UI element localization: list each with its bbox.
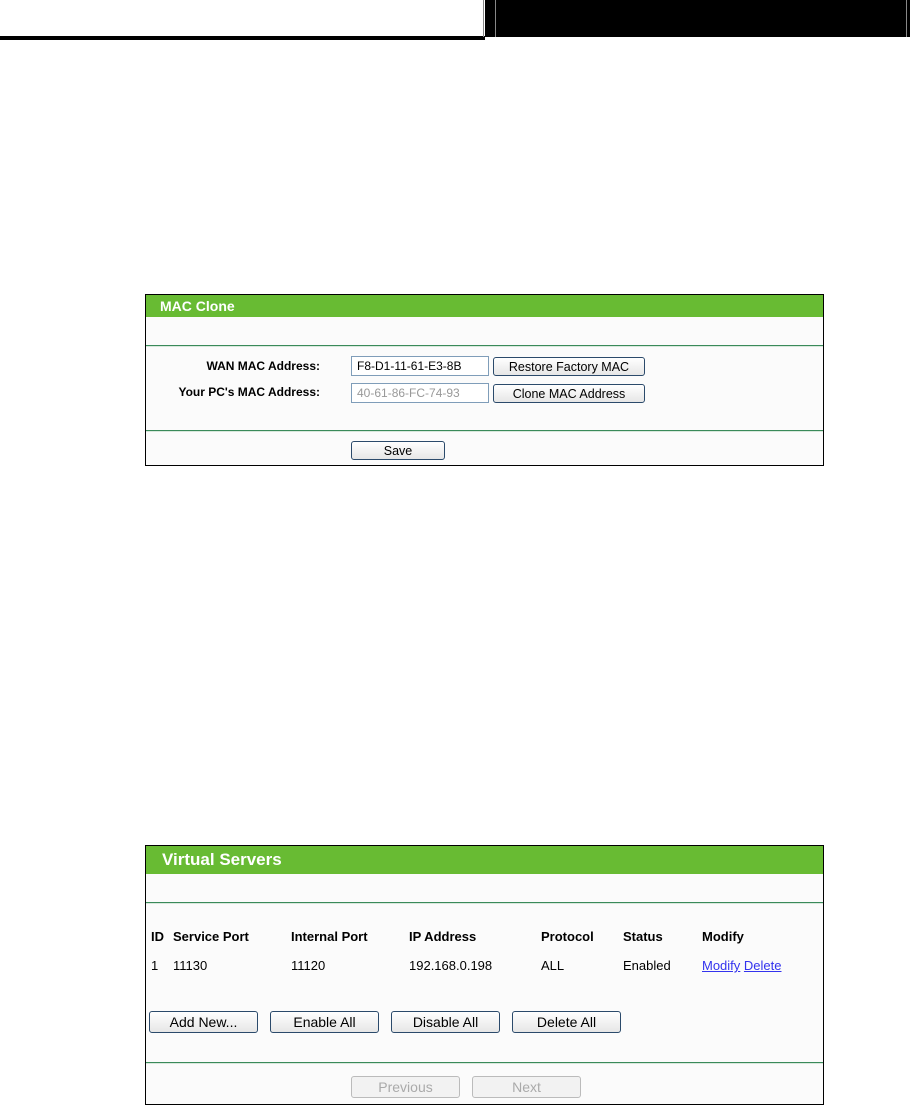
divider <box>483 0 484 37</box>
virtual-servers-panel: Virtual Servers ID Service Port Internal… <box>145 845 824 1105</box>
enable-all-button[interactable]: Enable All <box>270 1011 379 1033</box>
divider <box>146 345 823 347</box>
wan-mac-input[interactable] <box>351 356 489 376</box>
column-header-service-port: Service Port <box>173 929 249 944</box>
pc-mac-label: Your PC's MAC Address: <box>178 385 320 399</box>
cell-id: 1 <box>151 958 159 973</box>
divider <box>146 902 823 904</box>
pc-mac-input <box>351 383 489 403</box>
cell-ip-address: 192.168.0.198 <box>409 958 493 973</box>
restore-factory-mac-button[interactable]: Restore Factory MAC <box>493 357 645 376</box>
cell-internal-port: 11120 <box>291 958 326 973</box>
column-header-ip-address: IP Address <box>409 929 477 944</box>
page-header-bar <box>485 0 910 37</box>
mac-clone-panel: MAC Clone WAN MAC Address: Restore Facto… <box>145 294 824 466</box>
save-button[interactable]: Save <box>351 441 445 460</box>
divider <box>146 430 823 432</box>
delete-all-button[interactable]: Delete All <box>512 1011 621 1033</box>
column-header-protocol: Protocol <box>541 929 594 944</box>
header-rule <box>0 36 485 40</box>
divider <box>146 1062 823 1064</box>
panel-title: MAC Clone <box>146 295 823 317</box>
add-new-button[interactable]: Add New... <box>149 1011 258 1033</box>
cell-service-port: 11130 <box>173 958 208 973</box>
column-header-status: Status <box>623 929 663 944</box>
divider <box>495 0 496 37</box>
column-header-internal-port: Internal Port <box>291 929 368 944</box>
next-button: Next <box>472 1076 581 1098</box>
divider <box>906 0 907 37</box>
column-header-id: ID <box>151 929 164 944</box>
clone-mac-address-button[interactable]: Clone MAC Address <box>493 384 645 403</box>
previous-button: Previous <box>351 1076 460 1098</box>
modify-link[interactable]: Modify <box>702 958 741 973</box>
delete-link[interactable]: Delete <box>743 958 782 973</box>
disable-all-button[interactable]: Disable All <box>391 1011 500 1033</box>
panel-title: Virtual Servers <box>146 846 823 874</box>
wan-mac-label: WAN MAC Address: <box>206 359 320 373</box>
cell-protocol: ALL <box>541 958 565 973</box>
cell-status: Enabled <box>623 958 671 973</box>
column-header-modify: Modify <box>702 929 744 944</box>
